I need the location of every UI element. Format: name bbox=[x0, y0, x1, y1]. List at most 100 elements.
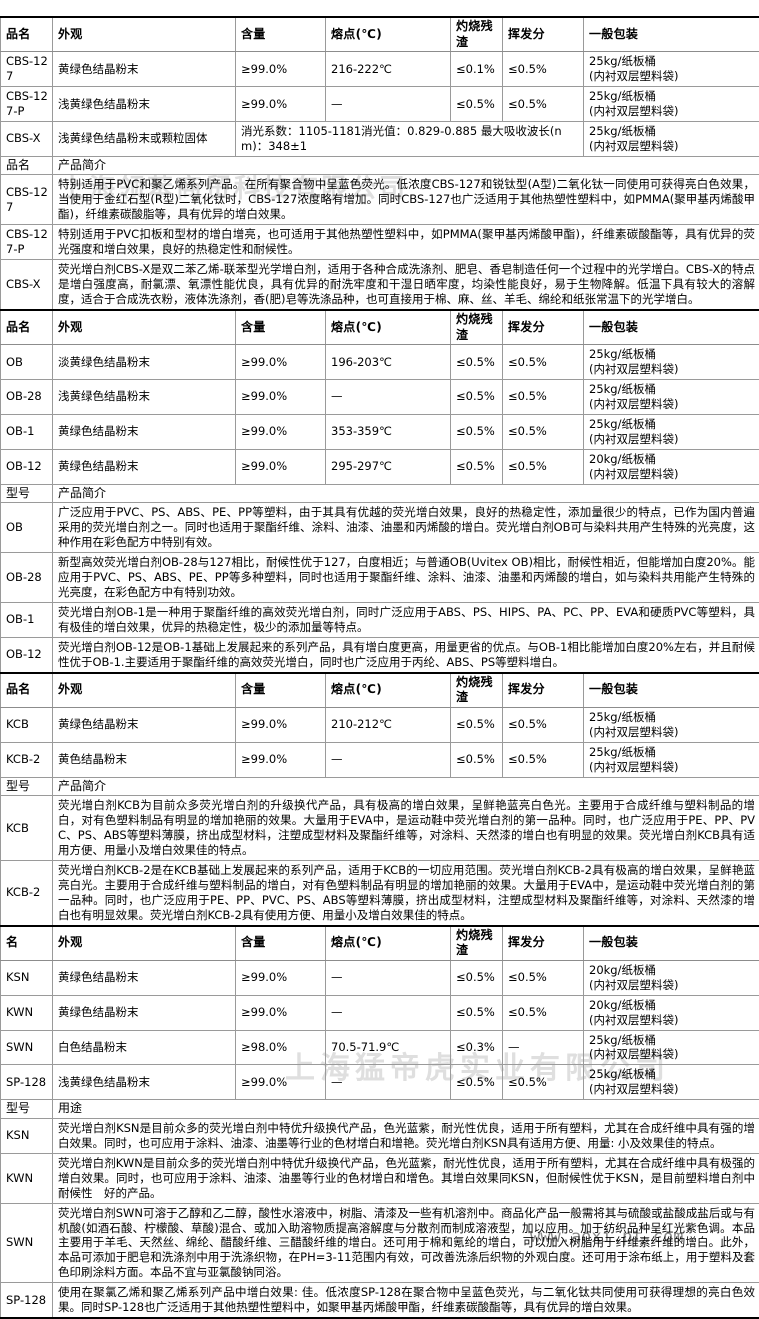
cell-code: SP-128 bbox=[1, 1283, 53, 1318]
table-row: CBS-X 荧光增白剂CBS-X是双二苯乙烯-联苯型光学增白剂，适用于各种合成洗… bbox=[1, 260, 759, 310]
cell-code: KSN bbox=[1, 1118, 53, 1153]
cell-description: 荧光增白剂KWN是目前众多的荧光增白剂中特优升级换代产品，色光蓝紫，耐光性优良，… bbox=[53, 1153, 759, 1203]
cell-description: 荧光增白剂KSN是目前众多的荧光增白剂中特优升级换代产品，色光蓝紫，耐光性优良，… bbox=[53, 1118, 759, 1153]
packing-line-2: (内衬双层塑料袋) bbox=[589, 467, 755, 482]
cell-appearance: 白色结晶粉末 bbox=[53, 1030, 236, 1065]
cell-appearance: 淡黄绿色结晶粉末 bbox=[53, 345, 236, 380]
col-header-model: 型号 bbox=[1, 777, 53, 796]
col-header-ash: 灼烧残渣 bbox=[451, 926, 503, 961]
cell-code: OB-28 bbox=[1, 379, 53, 414]
cell-purity: ≥99.0% bbox=[236, 414, 326, 449]
section-header-cbs: 品名 外观 含量 熔点(℃) 灼烧残渣 挥发分 一般包装 bbox=[1, 17, 759, 52]
cell-melting-point: 295-297℃ bbox=[326, 449, 451, 484]
col-header-intro: 产品简介 bbox=[53, 156, 759, 175]
col-header-appearance: 外观 bbox=[53, 673, 236, 708]
cell-appearance: 浅黄绿色结晶粉末 bbox=[53, 379, 236, 414]
table-row: OB 广泛应用于PVC、PS、ABS、PE、PP等塑料，由于其具有优越的荧光增白… bbox=[1, 503, 759, 553]
cell-code: OB-1 bbox=[1, 602, 53, 637]
cell-code: KCB bbox=[1, 796, 53, 861]
table-row: KSN 荧光增白剂KSN是目前众多的荧光增白剂中特优升级换代产品，色光蓝紫，耐光… bbox=[1, 1118, 759, 1153]
cell-purity: ≥99.0% bbox=[236, 449, 326, 484]
cell-appearance: 浅黄绿色结晶粉末 bbox=[53, 1065, 236, 1100]
cell-melting-point: 216-222℃ bbox=[326, 52, 451, 87]
subsection-header-kcb-intro: 型号 产品简介 bbox=[1, 777, 759, 796]
cell-packing: 25kg/纸板桶 (内衬双层塑料袋) bbox=[584, 414, 759, 449]
cell-description: 使用在聚氯乙烯和聚乙烯系列产品中增白效果: 佳。低浓度SP-128在聚合物中呈蓝… bbox=[53, 1283, 759, 1318]
cell-appearance: 黄色结晶粉末 bbox=[53, 742, 236, 777]
cell-purity: ≥99.0% bbox=[236, 379, 326, 414]
cell-code: SP-128 bbox=[1, 1065, 53, 1100]
packing-line-2: (内衬双层塑料袋) bbox=[589, 397, 755, 412]
cell-ash: ≤0.5% bbox=[451, 960, 503, 995]
cell-packing: 25kg/纸板桶 (内衬双层塑料袋) bbox=[584, 1030, 759, 1065]
cell-code: KWN bbox=[1, 995, 53, 1030]
col-header-intro: 产品简介 bbox=[53, 777, 759, 796]
cell-description: 荧光增白剂KCB-2是在KCB基础上发展起来的系列产品，适用于KCB的一切应用范… bbox=[53, 860, 759, 925]
packing-line-2: (内衬双层塑料袋) bbox=[589, 104, 755, 119]
cell-purity: ≥99.0% bbox=[236, 87, 326, 122]
col-header-packing: 一般包装 bbox=[584, 673, 759, 708]
cell-ash: ≤0.5% bbox=[451, 345, 503, 380]
subsection-header-ob-intro: 型号 产品简介 bbox=[1, 484, 759, 503]
section-header-kcb: 品名 外观 含量 熔点(℃) 灼烧残渣 挥发分 一般包装 bbox=[1, 673, 759, 708]
table-row: KWN 荧光增白剂KWN是目前众多的荧光增白剂中特优升级换代产品，色光蓝紫，耐光… bbox=[1, 1153, 759, 1203]
cell-code: OB bbox=[1, 503, 53, 553]
table-row: SP-128 浅黄绿色结晶粉末 ≥99.0% — ≤0.5% ≤0.5% 25k… bbox=[1, 1065, 759, 1100]
cell-code: SWN bbox=[1, 1203, 53, 1283]
cell-appearance: 黄绿色结晶粉末 bbox=[53, 995, 236, 1030]
cell-code: OB-28 bbox=[1, 553, 53, 603]
table-row: KCB 黄绿色结晶粉末 ≥99.0% 210-212℃ ≤0.5% ≤0.5% … bbox=[1, 707, 759, 742]
col-header-volatile: 挥发分 bbox=[503, 17, 584, 52]
cell-optical-constants: 消光系数：1105-1181消光值：0.829-0.885 最大吸收波长(nm)… bbox=[236, 121, 584, 156]
cell-ash: ≤0.5% bbox=[451, 995, 503, 1030]
table-row: KCB-2 黄色结晶粉末 ≥99.0% — ≤0.5% ≤0.5% 25kg/纸… bbox=[1, 742, 759, 777]
col-header-melting-point: 熔点(℃) bbox=[326, 673, 451, 708]
cell-volatile: ≤0.5% bbox=[503, 414, 584, 449]
col-header-volatile: 挥发分 bbox=[503, 926, 584, 961]
packing-line-2: (内衬双层塑料袋) bbox=[589, 69, 755, 84]
cell-purity: ≥99.0% bbox=[236, 960, 326, 995]
section-header-ksn: 名 外观 含量 熔点(℃) 灼烧残渣 挥发分 一般包装 bbox=[1, 926, 759, 961]
cell-description: 荧光增白剂OB-1是一种用于聚酯纤维的高效荧光增白剂，同时广泛应用于ABS、PS… bbox=[53, 602, 759, 637]
col-header-volatile: 挥发分 bbox=[503, 673, 584, 708]
packing-line-1: 25kg/纸板桶 bbox=[589, 347, 755, 362]
cell-volatile: ≤0.5% bbox=[503, 345, 584, 380]
cell-melting-point: — bbox=[326, 995, 451, 1030]
packing-line-2: (内衬双层塑料袋) bbox=[589, 1013, 755, 1028]
cell-purity: ≥98.0% bbox=[236, 1030, 326, 1065]
cell-description: 荧光增白剂KCB为目前众多荧光增白剂的升级换代产品，具有极高的增白效果，呈鲜艳蓝… bbox=[53, 796, 759, 861]
cell-volatile: ≤0.5% bbox=[503, 52, 584, 87]
cell-code: OB-12 bbox=[1, 449, 53, 484]
packing-line-1: 25kg/纸板桶 bbox=[589, 54, 755, 69]
cell-melting-point: 210-212℃ bbox=[326, 707, 451, 742]
table-row: SP-128 使用在聚氯乙烯和聚乙烯系列产品中增白效果: 佳。低浓度SP-128… bbox=[1, 1283, 759, 1318]
cell-code: KCB bbox=[1, 707, 53, 742]
col-header-purity: 含量 bbox=[236, 926, 326, 961]
cell-code: SWN bbox=[1, 1030, 53, 1065]
cell-melting-point: — bbox=[326, 379, 451, 414]
cell-volatile: ≤0.5% bbox=[503, 1065, 584, 1100]
cell-code: KSN bbox=[1, 960, 53, 995]
cell-ash: ≤0.5% bbox=[451, 707, 503, 742]
cell-appearance: 浅黄绿色结晶粉末 bbox=[53, 87, 236, 122]
packing-line-2: (内衬双层塑料袋) bbox=[589, 725, 755, 740]
table-row: KCB 荧光增白剂KCB为目前众多荧光增白剂的升级换代产品，具有极高的增白效果，… bbox=[1, 796, 759, 861]
cell-melting-point: — bbox=[326, 87, 451, 122]
cell-ash: ≤0.5% bbox=[451, 449, 503, 484]
table-row: SWN 白色结晶粉末 ≥98.0% 70.5-71.9℃ ≤0.3% — 25k… bbox=[1, 1030, 759, 1065]
cell-purity: ≥99.0% bbox=[236, 707, 326, 742]
cell-packing: 20kg/纸板桶 (内衬双层塑料袋) bbox=[584, 449, 759, 484]
cell-code: CBS-127-P bbox=[1, 225, 53, 260]
packing-line-2: (内衬双层塑料袋) bbox=[589, 978, 755, 993]
cell-volatile: ≤0.5% bbox=[503, 379, 584, 414]
cell-melting-point: 70.5-71.9℃ bbox=[326, 1030, 451, 1065]
packing-line-1: 20kg/纸板桶 bbox=[589, 452, 755, 467]
cell-ash: ≤0.5% bbox=[451, 379, 503, 414]
cell-ash: ≤0.5% bbox=[451, 1065, 503, 1100]
col-header-model: 型号 bbox=[1, 484, 53, 503]
cell-code: CBS-127 bbox=[1, 52, 53, 87]
packing-line-1: 25kg/纸板桶 bbox=[589, 710, 755, 725]
table-row: OB-12 荧光增白剂OB-12是OB-1基础上发展起来的系列产品，具有增白度更… bbox=[1, 637, 759, 672]
packing-line-2: (内衬双层塑料袋) bbox=[589, 139, 755, 154]
cell-code: OB-12 bbox=[1, 637, 53, 672]
